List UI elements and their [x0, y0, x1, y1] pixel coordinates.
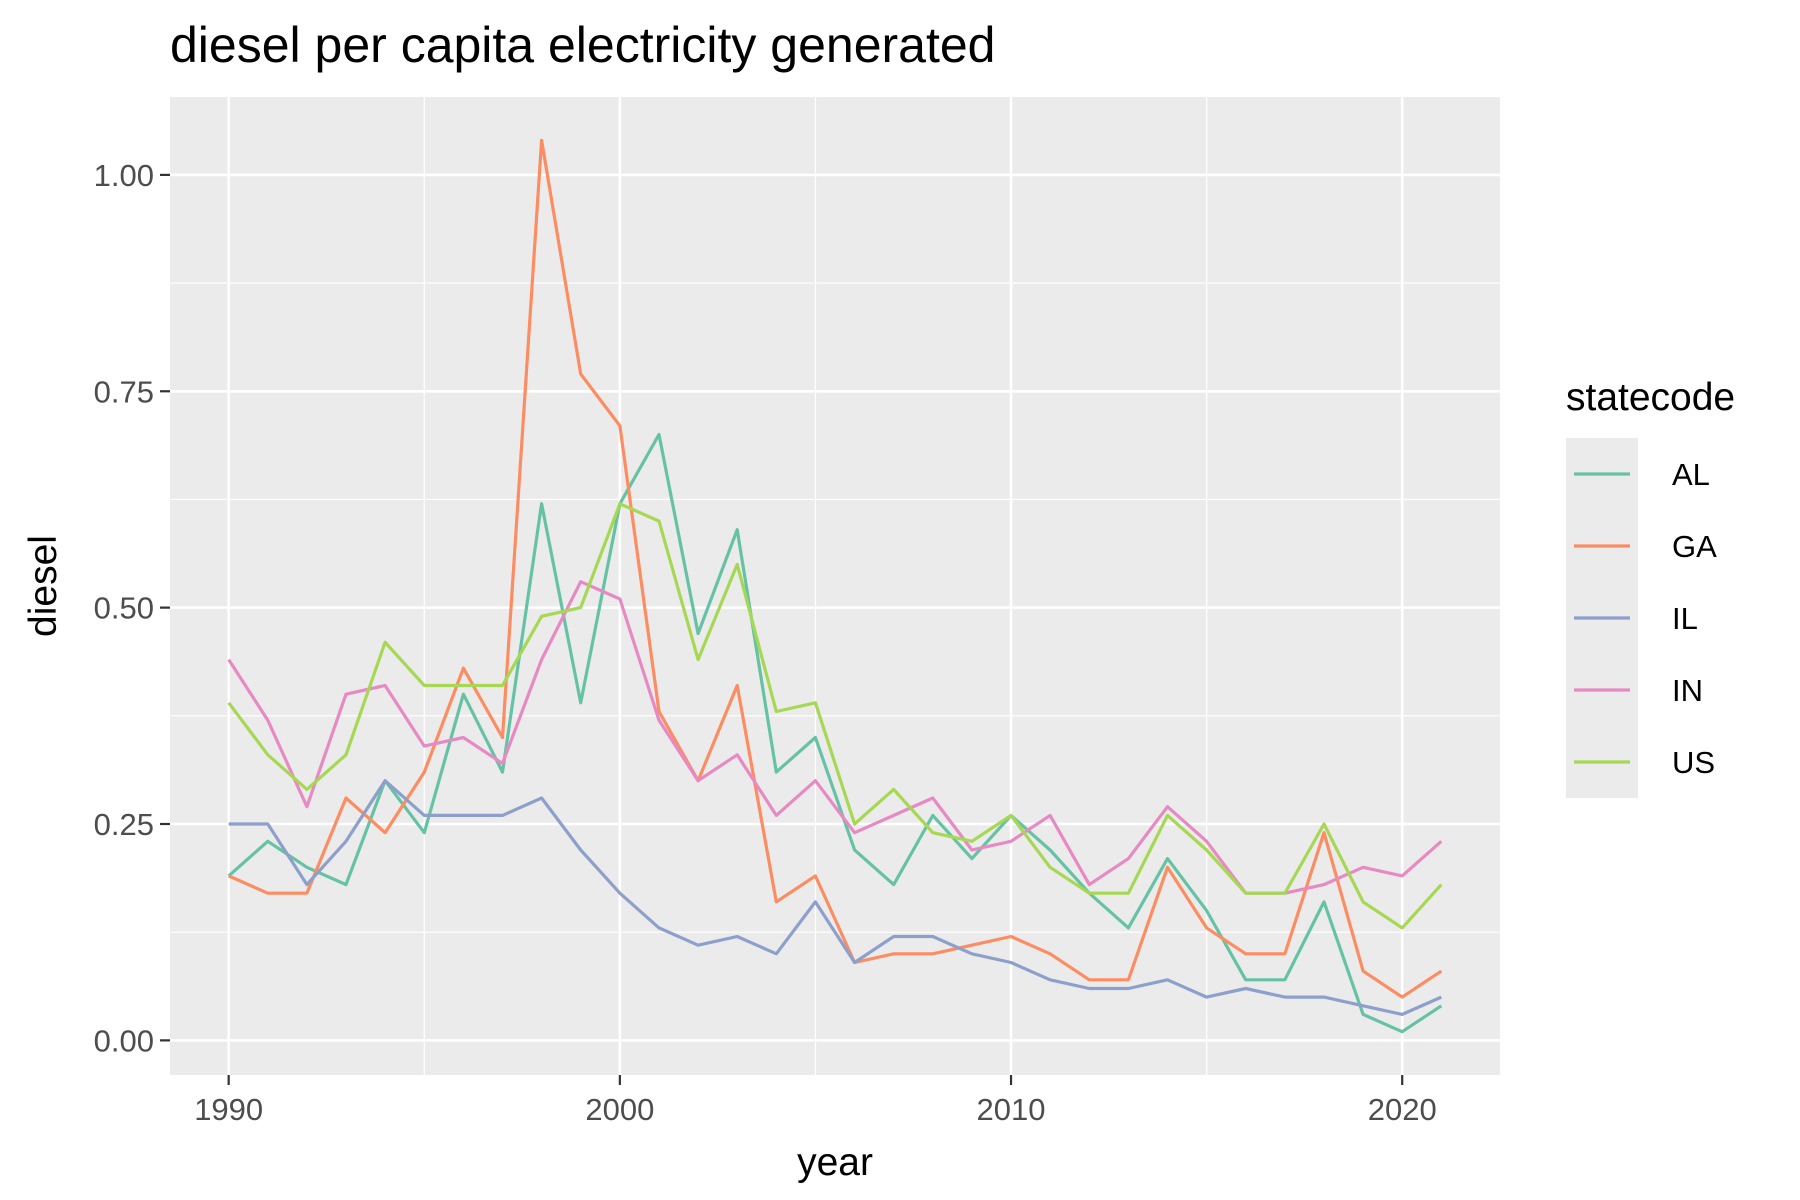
series-line-GA: [228, 138, 1443, 999]
grid-minor: [170, 97, 1500, 1075]
series-line-AL: [227, 432, 1443, 1034]
legend-title: statecode: [1566, 376, 1735, 419]
series-line-US: [227, 502, 1443, 930]
legend-label-IN: IN: [1672, 673, 1703, 708]
x-tick-label: 1990: [194, 1092, 263, 1127]
y-tick-label: 0.50: [94, 591, 154, 626]
legend-label-AL: AL: [1672, 457, 1710, 492]
series-line-IL: [228, 779, 1442, 1017]
legend-label-IL: IL: [1672, 601, 1698, 636]
y-axis-title: diesel: [22, 535, 65, 637]
chart-title: diesel per capita electricity generated: [170, 17, 995, 73]
y-tick-label: 0.25: [94, 807, 154, 842]
y-tick-label: 0.00: [94, 1023, 154, 1058]
y-axis: 0.00 0.25 0.50 0.75 1.00: [94, 158, 170, 1058]
legend-label-GA: GA: [1672, 529, 1717, 564]
x-tick-label: 2000: [585, 1092, 654, 1127]
y-tick-label: 0.75: [94, 374, 154, 409]
x-axis: 1990 2000 2010 2020: [194, 1075, 1437, 1127]
legend-label-US: US: [1672, 745, 1715, 780]
plot-panel: [170, 97, 1500, 1075]
x-tick-label: 2010: [977, 1092, 1046, 1127]
legend: statecode AL GA IL IN US: [1566, 376, 1735, 798]
x-tick-label: 2020: [1368, 1092, 1437, 1127]
series-lines: [227, 138, 1443, 1034]
grid-major: [170, 97, 1500, 1075]
x-axis-title: year: [797, 1141, 873, 1184]
y-tick-label: 1.00: [94, 158, 154, 193]
